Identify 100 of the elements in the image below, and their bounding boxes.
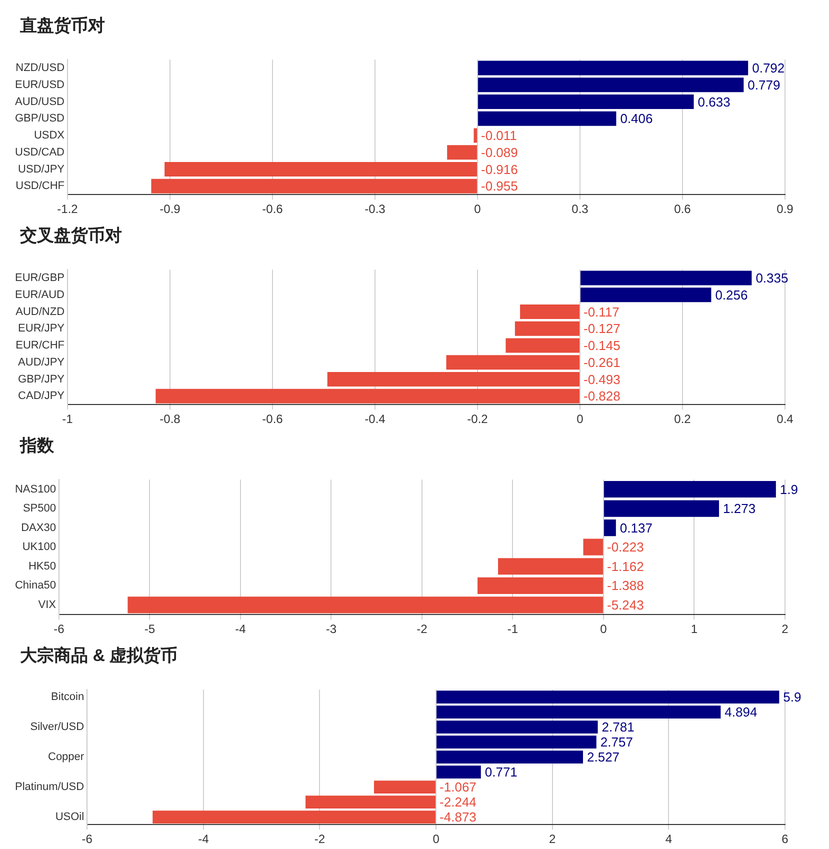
bar	[436, 706, 721, 719]
data-label: 0.137	[620, 520, 652, 536]
bar	[474, 128, 478, 143]
y-tick-label: AUD/NZD	[16, 306, 65, 318]
data-label: -0.117	[584, 304, 620, 320]
bar	[478, 577, 603, 594]
data-label: -1.162	[606, 558, 644, 574]
bar	[152, 810, 436, 824]
bar	[327, 372, 580, 387]
y-tick-label: USDX	[34, 130, 66, 142]
data-label: -0.145	[584, 338, 620, 354]
data-label: 0.335	[756, 270, 788, 286]
data-label: -0.223	[606, 540, 644, 555]
data-label: -0.916	[481, 162, 518, 177]
y-tick-label: GBP/USD	[14, 112, 65, 125]
x-tick-label: -5	[144, 622, 156, 636]
y-tick-label: AUD/JPY	[18, 356, 66, 368]
bar	[436, 720, 598, 734]
x-tick-label: -1	[507, 622, 518, 636]
x-tick-label: 0	[576, 412, 584, 426]
bar	[156, 388, 580, 404]
x-tick-label: 0	[432, 832, 440, 846]
data-label: -0.828	[584, 388, 620, 404]
bar	[151, 178, 478, 194]
bar	[604, 480, 776, 498]
data-label: 2.781	[602, 720, 634, 735]
y-tick-label: EUR/GBP	[14, 272, 65, 284]
x-tick-label: -2	[416, 622, 428, 636]
x-tick-label: -6	[82, 832, 93, 846]
x-tick-label: -0.4	[364, 412, 386, 426]
data-label: -0.089	[481, 144, 518, 160]
bar	[436, 736, 596, 749]
data-label: 0.779	[748, 77, 780, 92]
x-tick-label: 0.6	[674, 202, 692, 216]
data-label: 5.9	[783, 690, 802, 705]
x-tick-label: 0.2	[674, 412, 692, 426]
y-tick-label: AUD/USD	[14, 96, 65, 108]
chart-title: 指数	[18, 435, 55, 457]
data-label: 0.771	[484, 764, 518, 780]
data-label: -0.127	[584, 321, 620, 336]
x-tick-label: 4	[665, 832, 672, 846]
x-tick-label: -0.2	[467, 412, 488, 426]
bar	[583, 538, 603, 556]
y-tick-label: SP500	[22, 502, 56, 515]
bar	[374, 780, 436, 794]
y-tick-label: USD/CHF	[16, 180, 65, 192]
x-tick-label: 0	[474, 202, 482, 216]
y-tick-label: Platinum/USD	[15, 781, 84, 794]
data-label: -0.493	[584, 372, 620, 387]
data-label: 2.757	[600, 734, 633, 750]
y-tick-label: VIX	[38, 598, 57, 611]
data-label: -0.955	[481, 178, 518, 194]
y-tick-label: China50	[14, 580, 56, 592]
bar	[436, 766, 481, 779]
x-tick-label: 6	[782, 832, 789, 846]
y-tick-label: NAS100	[14, 483, 56, 496]
data-label: -1.388	[606, 578, 644, 594]
bar	[446, 355, 580, 370]
bar	[436, 690, 780, 704]
bar	[478, 111, 616, 126]
x-tick-label: -3	[326, 622, 337, 636]
data-label: -1.067	[440, 780, 476, 795]
x-tick-label: 0	[600, 622, 608, 636]
data-label: 4.894	[724, 704, 758, 720]
x-tick-label: -1.2	[57, 202, 78, 216]
chart-title: 交叉盘货币对	[19, 225, 123, 247]
y-tick-label: Bitcoin	[51, 691, 84, 704]
y-tick-label: CAD/JPY	[18, 390, 66, 402]
bar	[580, 288, 712, 302]
y-tick-label: USD/CAD	[14, 146, 65, 158]
y-tick-label: NZD/USD	[16, 62, 65, 74]
x-tick-label: -4	[198, 832, 210, 846]
bar	[498, 558, 603, 575]
y-tick-label: EUR/USD	[14, 78, 65, 91]
y-tick-label: HK50	[28, 560, 56, 572]
bar	[478, 78, 744, 92]
bar	[604, 520, 616, 536]
y-tick-label: EUR/AUD	[14, 288, 65, 301]
data-label: 0.406	[620, 111, 653, 126]
data-label: -5.243	[606, 598, 644, 613]
x-tick-label: 2	[549, 832, 556, 846]
x-tick-label: -0.8	[160, 412, 181, 426]
bar	[506, 338, 580, 353]
x-tick-label: 1	[690, 622, 698, 636]
bar	[128, 596, 603, 614]
y-tick-label: EUR/CHF	[16, 340, 65, 352]
bar	[306, 796, 436, 809]
x-tick-label: -0.6	[262, 202, 284, 216]
y-tick-label: GBP/JPY	[18, 373, 66, 386]
data-label: -0.261	[584, 354, 620, 370]
x-tick-label: 2	[782, 622, 789, 636]
data-label: 1.9	[780, 482, 798, 497]
data-label: 1.273	[723, 501, 756, 516]
chart-title: 直盘货币对	[19, 15, 106, 37]
data-label: -4.873	[440, 810, 476, 825]
y-tick-label: Silver/USD	[30, 721, 84, 734]
x-tick-label: -0.6	[262, 412, 284, 426]
y-tick-label: USD/JPY	[18, 163, 66, 176]
x-tick-label: -1	[62, 412, 74, 426]
bar	[164, 162, 478, 177]
